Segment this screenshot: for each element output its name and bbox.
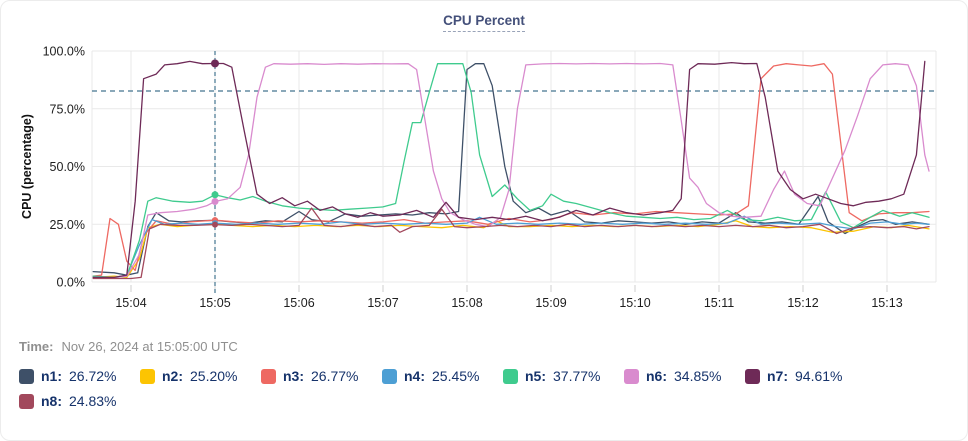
- chart-title-row: CPU Percent: [1, 12, 967, 32]
- legend-item-n5[interactable]: n5: 37.77%: [503, 368, 624, 384]
- legend-series-name: n2:: [162, 368, 183, 384]
- legend-series-name: n7:: [767, 368, 788, 384]
- legend-swatch-n7: [745, 368, 760, 384]
- legend-series-value: 26.77%: [311, 368, 359, 384]
- legend-series-name: n6:: [646, 368, 667, 384]
- x-axis-tick-label: 15:08: [451, 296, 482, 310]
- legend-series-name: n5:: [525, 368, 546, 384]
- legend-swatch-n6: [624, 368, 639, 384]
- y-axis-title: CPU (percentage): [20, 114, 34, 219]
- legend-series-name: n3:: [283, 368, 304, 384]
- legend-swatch-n8: [19, 393, 34, 409]
- y-axis-tick-label: 100.0%: [43, 45, 85, 59]
- x-axis-tick-label: 15:13: [871, 296, 902, 310]
- y-axis-tick-label: 75.0%: [50, 102, 85, 116]
- x-axis-tick-label: 15:11: [704, 296, 734, 310]
- legend-swatch-n5: [503, 368, 518, 384]
- crosshair-dot-n7: [211, 59, 219, 68]
- legend-series-value: 37.77%: [553, 368, 601, 384]
- chart-legend: n1: 26.72% n2: 25.20% n3: 26.77% n4: 25.45% n5: 3…: [19, 368, 967, 409]
- legend-item-n1[interactable]: n1: 26.72%: [19, 368, 140, 384]
- series-line-n5: [92, 63, 930, 279]
- x-axis-tick-label: 15:05: [199, 296, 230, 310]
- legend-series-name: n8:: [41, 393, 62, 409]
- legend-swatch-n4: [382, 368, 397, 384]
- legend-series-value: 25.45%: [432, 368, 480, 384]
- legend-series-name: n1:: [41, 368, 62, 384]
- time-label: Time:: [19, 339, 54, 354]
- legend-item-n8[interactable]: n8: 24.83%: [19, 393, 140, 409]
- series-line-n8: [92, 207, 930, 280]
- crosshair-dot-n5: [211, 191, 219, 199]
- y-axis-tick-label: 25.0%: [50, 218, 85, 232]
- time-value: Nov 26, 2024 at 15:05:00 UTC: [61, 339, 238, 354]
- legend-item-n3[interactable]: n3: 26.77%: [261, 368, 382, 384]
- series-line-n2: [92, 220, 930, 279]
- series-line-n4: [92, 215, 930, 279]
- legend-item-n7[interactable]: n7: 94.61%: [745, 368, 866, 384]
- legend-swatch-n1: [19, 368, 34, 384]
- legend-series-value: 94.61%: [795, 368, 843, 384]
- crosshair-dot-n6: [211, 197, 219, 205]
- x-axis-tick-label: 15:07: [367, 296, 398, 310]
- crosshair-time-row: Time: Nov 26, 2024 at 15:05:00 UTC: [19, 339, 967, 354]
- chart-title[interactable]: CPU Percent: [443, 13, 525, 32]
- series-line-n6: [92, 62, 930, 279]
- legend-series-value: 24.83%: [69, 393, 117, 409]
- legend-series-value: 34.85%: [674, 368, 722, 384]
- legend-series-value: 25.20%: [190, 368, 238, 384]
- legend-series-value: 26.72%: [69, 368, 117, 384]
- x-axis-tick-label: 15:10: [619, 296, 650, 310]
- y-axis-tick-label: 50.0%: [50, 160, 85, 174]
- x-axis-tick-label: 15:09: [535, 296, 566, 310]
- cpu-line-chart[interactable]: 0.0% 25.0% 50.0% 75.0% 100.0% 15:04 15:05 15:06…: [1, 1, 968, 321]
- crosshair-dot-n8: [212, 221, 218, 228]
- legend-item-n6[interactable]: n6: 34.85%: [624, 368, 745, 384]
- x-axis-tick-label: 15:12: [787, 296, 818, 310]
- series-line-n7: [92, 60, 926, 279]
- x-axis-tick-label: 15:04: [115, 296, 146, 310]
- legend-item-n2[interactable]: n2: 25.20%: [140, 368, 261, 384]
- x-axis-tick-label: 15:06: [283, 296, 314, 310]
- y-axis-tick-label: 0.0%: [57, 276, 86, 290]
- legend-series-name: n4:: [404, 368, 425, 384]
- legend-item-n4[interactable]: n4: 25.45%: [382, 368, 503, 384]
- legend-swatch-n3: [261, 368, 276, 384]
- legend-swatch-n2: [140, 368, 155, 384]
